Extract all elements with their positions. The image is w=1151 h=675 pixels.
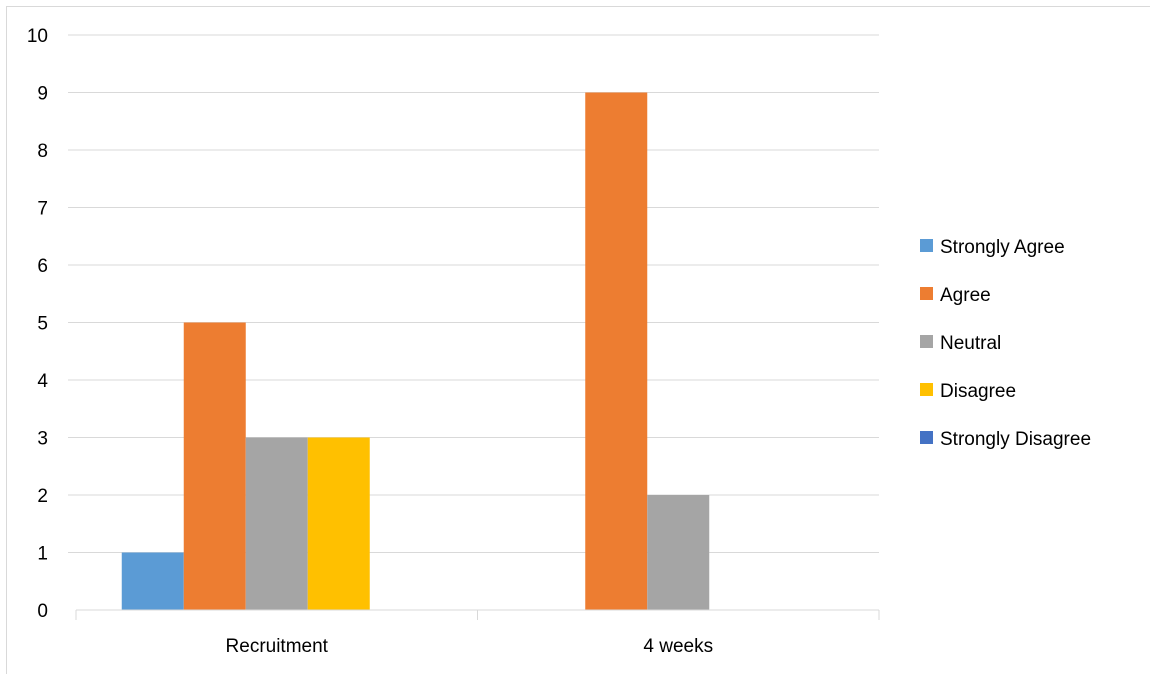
legend: Strongly Agree Agree Neutral Disagree Strong… (920, 237, 1091, 450)
legend-item: Strongly Agree (920, 237, 1065, 258)
y-tick-label: 3 (37, 429, 48, 450)
legend-item: Disagree (920, 381, 1016, 402)
chart-frame (6, 6, 1150, 674)
legend-label: Strongly Disagree (940, 429, 1091, 450)
y-tick-label: 10 (27, 26, 48, 47)
y-tick-label: 6 (37, 256, 48, 277)
legend-item: Strongly Disagree (920, 429, 1091, 450)
y-tick-label: 8 (37, 141, 48, 162)
x-category-label: Recruitment (226, 636, 329, 657)
legend-swatch (920, 287, 933, 300)
y-tick-label: 2 (37, 486, 48, 507)
bar (121, 552, 184, 610)
x-axis: Recruitment 4 weeks (75, 609, 880, 657)
legend-label: Agree (940, 285, 991, 306)
y-tick-label: 5 (37, 314, 48, 335)
legend-swatch (920, 431, 933, 444)
bar (647, 495, 710, 610)
legend-swatch (920, 383, 933, 396)
legend-item: Agree (920, 285, 991, 306)
x-category-label: 4 weeks (643, 636, 713, 657)
y-tick-label: 7 (37, 199, 48, 220)
bars (121, 92, 710, 610)
legend-swatch (920, 239, 933, 252)
legend-label: Neutral (940, 333, 1001, 354)
legend-swatch (920, 335, 933, 348)
y-tick-label: 0 (37, 601, 48, 622)
bar (245, 437, 308, 610)
legend-label: Disagree (940, 381, 1016, 402)
y-tick-label: 4 (37, 371, 48, 392)
y-tick-label: 9 (37, 84, 48, 105)
legend-label: Strongly Agree (940, 237, 1065, 258)
gridlines (68, 34, 879, 553)
bar (585, 92, 648, 610)
y-axis-tick-labels: 0 1 2 3 4 5 6 7 8 9 10 (27, 26, 49, 622)
bar (307, 437, 370, 610)
y-tick-label: 1 (37, 544, 48, 565)
legend-item: Neutral (920, 333, 1001, 354)
bar (183, 322, 246, 610)
